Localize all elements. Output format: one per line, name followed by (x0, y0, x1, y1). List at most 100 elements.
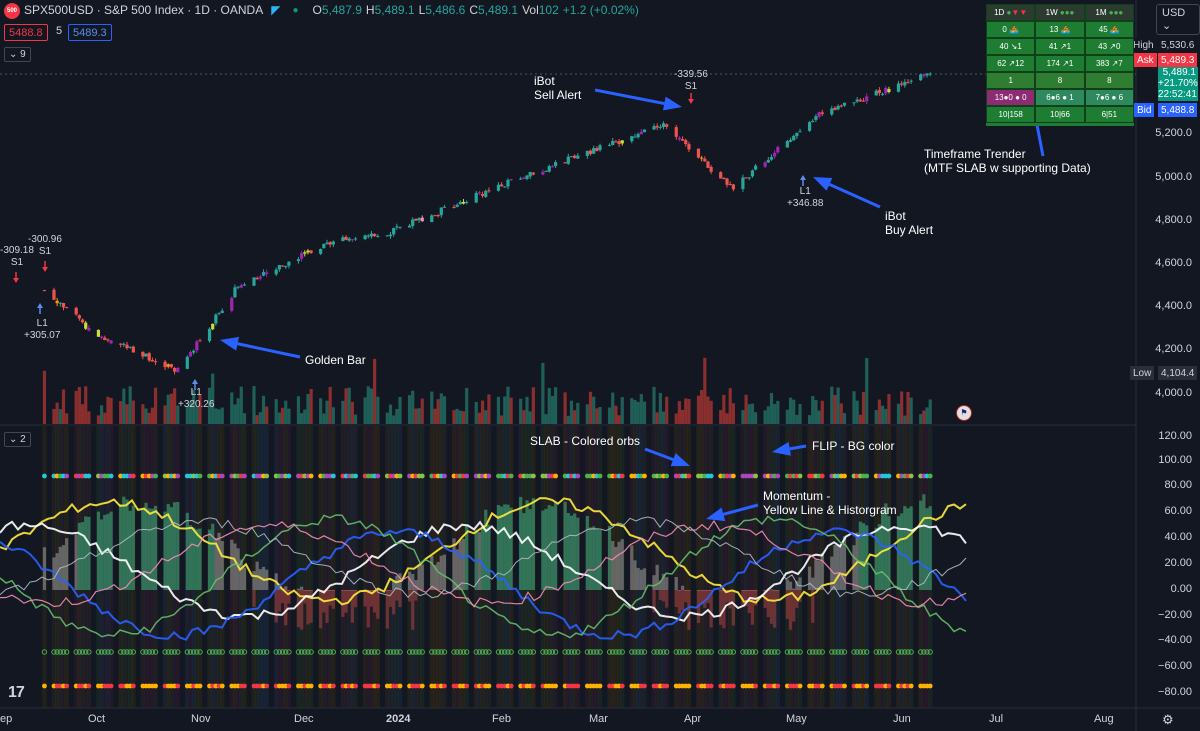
candle-body (220, 310, 224, 313)
candle-body (217, 312, 221, 314)
volume-bars (42, 357, 932, 424)
candle-body (303, 252, 307, 254)
flip-bg-column (674, 426, 679, 708)
volume-bar (77, 386, 81, 424)
volume-bar (480, 400, 485, 424)
volume-bar (331, 407, 335, 424)
bottom-orb (127, 649, 133, 655)
flip-bg-column (302, 426, 307, 708)
settings-gear-icon[interactable]: ⚙ (1162, 712, 1174, 727)
candle-body (795, 132, 799, 137)
volume-bar (230, 392, 234, 424)
volume-bar (87, 411, 91, 424)
histogram-bar (928, 506, 932, 590)
histogram-bar (753, 590, 758, 606)
candle-body (680, 139, 685, 141)
mtf-cell: 6|51 (1084, 106, 1134, 123)
candle-body (519, 178, 523, 180)
candle-body (792, 135, 796, 141)
bottom-orb (876, 649, 883, 655)
slab-orb (86, 473, 92, 479)
candle-body (411, 219, 415, 226)
histogram-bar (776, 590, 780, 601)
volume-bar (855, 400, 859, 424)
bottom-orb (483, 649, 489, 655)
candle-body (322, 244, 326, 249)
histogram-bar (287, 590, 291, 604)
bottom-orb (794, 649, 800, 655)
volume-bar (211, 373, 215, 424)
histogram-bar (420, 564, 424, 590)
volume-bar (592, 396, 596, 424)
histogram-bar (836, 544, 840, 590)
sell-price-box[interactable]: 5488.8 (4, 24, 48, 41)
bottom-orb (524, 649, 530, 655)
histogram-bar (674, 590, 678, 608)
volume-bar (300, 413, 304, 424)
bottom-orb (508, 649, 514, 655)
candle-body (496, 184, 501, 191)
volume-bar (284, 400, 288, 424)
histogram-bar (731, 590, 735, 626)
volume-bar (487, 394, 491, 424)
bid-value: 5,488.8 (1158, 103, 1198, 117)
candle-body (150, 360, 154, 362)
volume-bar (61, 389, 66, 424)
slab-orb (397, 473, 403, 479)
flip-bg-column (677, 426, 682, 708)
volume-bar (258, 412, 262, 424)
bottom-orb (854, 649, 860, 655)
bottom-orb (632, 649, 638, 655)
bottom-orb (130, 683, 136, 689)
candle-body (696, 148, 701, 158)
favorite-flag-icon[interactable]: ◤ (271, 3, 281, 17)
symbol-logo[interactable]: 500 (4, 3, 20, 19)
bottom-orb (660, 649, 667, 655)
sell-signal-marker (13, 278, 19, 283)
time-label: May (786, 713, 807, 725)
bottom-orb (797, 683, 803, 689)
volume-bar (674, 413, 678, 424)
volume-bar (922, 410, 926, 424)
candle-body (544, 170, 548, 172)
candle-body (896, 83, 901, 92)
volume-bar (642, 401, 647, 424)
bottom-orb (753, 683, 758, 689)
sell-alert-annotation: iBot Sell Alert (534, 74, 582, 102)
bottom-orb (686, 649, 692, 655)
candle-body (655, 125, 659, 128)
candle-body (677, 137, 682, 140)
volume-bar (658, 392, 662, 424)
collapse-osc-button[interactable]: ⌄ 2 (4, 432, 31, 447)
histogram-bar (522, 513, 526, 590)
candle-body (353, 238, 358, 240)
histogram-bar (658, 580, 662, 590)
volume-bar (553, 387, 558, 424)
flip-bg-column (766, 426, 771, 708)
histogram-bar (807, 566, 812, 590)
volume-bar (128, 386, 132, 424)
slab-orbs (41, 473, 933, 689)
volume-bar (620, 397, 624, 424)
histogram-bar (519, 496, 523, 590)
histogram-bar (687, 590, 691, 630)
ask-label: Ask (1134, 53, 1157, 67)
volume-bar (677, 401, 682, 424)
volume-bar (919, 414, 923, 424)
candle-body (855, 99, 859, 102)
histogram-bar (96, 511, 101, 590)
volume-bar (385, 412, 389, 424)
histogram-bar (728, 590, 732, 609)
candle-body (277, 265, 281, 270)
bottom-orb (613, 649, 619, 655)
collapse-indicators-button[interactable]: ⌄ 9 (4, 47, 31, 62)
bottom-orb (873, 649, 879, 655)
slab-orb (130, 473, 136, 479)
histogram-bar (658, 590, 662, 601)
candle-body (928, 73, 932, 75)
bottom-orb (619, 649, 625, 655)
histogram-bar (785, 590, 789, 619)
symbol-title[interactable]: SPX500USD · S&P 500 Index · 1D · OANDA (24, 3, 264, 17)
buy-price-box[interactable]: 5489.3 (68, 24, 112, 41)
